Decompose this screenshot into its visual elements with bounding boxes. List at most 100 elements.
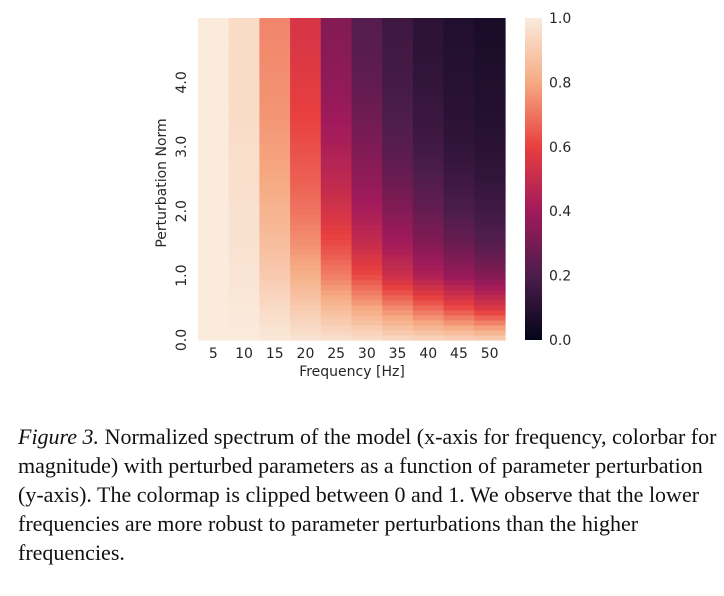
- heatmap-cell: [351, 239, 383, 246]
- heatmap-cell: [351, 128, 383, 135]
- heatmap-cell: [228, 73, 260, 79]
- heatmap-cell: [351, 249, 383, 256]
- heatmap-cell: [290, 249, 322, 256]
- heatmap-cell: [351, 234, 383, 240]
- heatmap-cell: [443, 148, 475, 155]
- heatmap-cell: [259, 239, 291, 246]
- heatmap-cell: [412, 264, 445, 271]
- heatmap-cell: [351, 229, 383, 235]
- heatmap-cell: [351, 53, 383, 59]
- heatmap-cell: [351, 148, 383, 155]
- heatmap-cell: [443, 334, 475, 341]
- heatmap-cell: [382, 314, 414, 321]
- heatmap-cell: [290, 98, 322, 105]
- heatmap-cell: [320, 28, 353, 34]
- heatmap-cell: [382, 299, 414, 306]
- heatmap-cell: [443, 88, 475, 95]
- heatmap-cell: [320, 309, 353, 316]
- colorbar-tick-label: 0.0: [549, 333, 571, 349]
- heatmap-cell: [228, 143, 260, 150]
- heatmap-cell: [228, 158, 260, 165]
- heatmap-cell: [290, 113, 322, 120]
- heatmap-cell: [474, 78, 506, 85]
- heatmap-cell: [259, 184, 291, 190]
- heatmap-cell: [198, 78, 230, 85]
- heatmap-cell: [412, 53, 445, 59]
- heatmap-cell: [290, 189, 322, 195]
- heatmap-cell: [443, 294, 475, 301]
- heatmap-cell: [443, 329, 475, 336]
- heatmap-cell: [351, 43, 383, 49]
- heatmap-cell: [412, 173, 445, 180]
- heatmap-cell: [351, 254, 383, 261]
- heatmap-cell: [351, 33, 383, 39]
- heatmap-cell: [228, 189, 260, 195]
- heatmap-cell: [228, 334, 260, 341]
- x-tick-label: 50: [481, 346, 499, 362]
- heatmap-cell: [351, 179, 383, 185]
- heatmap-cell: [259, 249, 291, 256]
- heatmap-cell: [382, 269, 414, 276]
- heatmap-cell: [474, 264, 506, 271]
- heatmap-cell: [474, 179, 506, 185]
- heatmap-cell: [228, 38, 260, 44]
- heatmap-cell: [259, 163, 291, 170]
- heatmap-cell: [320, 58, 353, 64]
- heatmap-cell: [412, 194, 445, 200]
- heatmap-cell: [320, 234, 353, 240]
- heatmap-cell: [351, 118, 383, 125]
- heatmap-cell: [412, 138, 445, 145]
- heatmap-cell: [290, 123, 322, 130]
- heatmap-cell: [259, 43, 291, 49]
- heatmap-cell: [443, 103, 475, 110]
- heatmap-cell: [290, 68, 322, 74]
- heatmap-cell: [198, 334, 230, 341]
- heatmap-cell: [412, 68, 445, 74]
- heatmap-cell: [259, 98, 291, 105]
- heatmap-cell: [351, 68, 383, 74]
- heatmap-cells: [198, 18, 506, 341]
- heatmap-cell: [228, 153, 260, 160]
- heatmap-cell: [198, 319, 230, 326]
- heatmap-cell: [198, 23, 230, 29]
- heatmap-cell: [228, 33, 260, 39]
- heatmap-cell: [443, 244, 475, 251]
- heatmap-cell: [228, 148, 260, 155]
- heatmap-cell: [228, 163, 260, 170]
- heatmap-cell: [443, 143, 475, 150]
- heatmap-cell: [382, 319, 414, 326]
- heatmap-cell: [412, 319, 445, 326]
- heatmap-cell: [412, 269, 445, 276]
- heatmap-cell: [351, 294, 383, 301]
- heatmap-cell: [198, 58, 230, 64]
- heatmap-cell: [320, 224, 353, 230]
- heatmap-cell: [290, 53, 322, 59]
- heatmap-cell: [443, 128, 475, 135]
- heatmap-cell: [290, 264, 322, 271]
- heatmap-cell: [320, 88, 353, 95]
- heatmap-cell: [198, 214, 230, 220]
- heatmap-cell: [259, 38, 291, 44]
- heatmap-cell: [412, 78, 445, 85]
- heatmap-cell: [228, 43, 260, 49]
- heatmap-cell: [290, 299, 322, 306]
- heatmap-cell: [198, 304, 230, 311]
- heatmap-cell: [443, 73, 475, 79]
- heatmap-cell: [198, 123, 230, 130]
- heatmap-cell: [412, 23, 445, 29]
- heatmap-cell: [228, 279, 260, 286]
- heatmap-cell: [259, 244, 291, 251]
- heatmap-cell: [290, 239, 322, 246]
- heatmap-cell: [474, 63, 506, 69]
- heatmap-cell: [228, 123, 260, 130]
- heatmap-cell: [198, 38, 230, 44]
- heatmap-cell: [320, 43, 353, 49]
- heatmap-cell: [320, 148, 353, 155]
- heatmap-cell: [382, 274, 414, 281]
- heatmap-cell: [351, 143, 383, 150]
- heatmap-cell: [228, 304, 260, 311]
- heatmap-cell: [259, 123, 291, 130]
- caption-label: Figure 3.: [18, 424, 100, 449]
- heatmap-cell: [443, 168, 475, 175]
- heatmap-cell: [443, 38, 475, 44]
